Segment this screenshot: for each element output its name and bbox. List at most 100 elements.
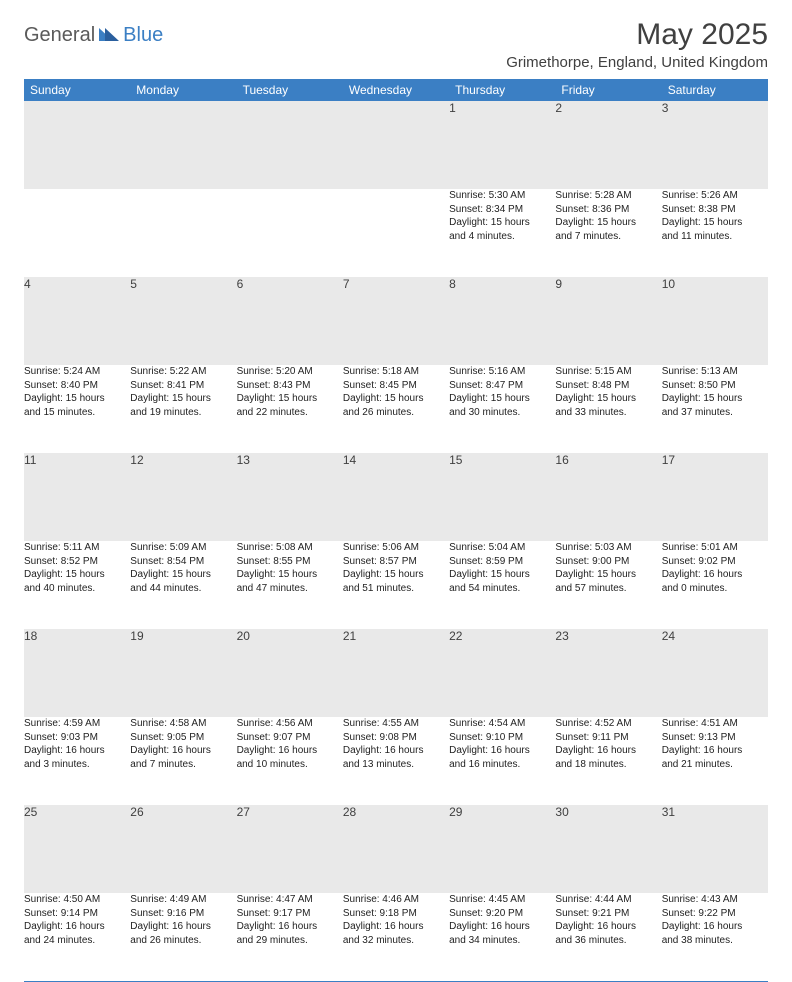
daylight-text-2: and 16 minutes. <box>449 758 555 772</box>
day-detail-cell: Sunrise: 5:26 AMSunset: 8:38 PMDaylight:… <box>662 189 768 277</box>
sunrise-text: Sunrise: 5:01 AM <box>662 541 768 555</box>
sunset-text: Sunset: 9:08 PM <box>343 731 449 745</box>
sunrise-text: Sunrise: 5:24 AM <box>24 365 130 379</box>
sunrise-text: Sunrise: 5:28 AM <box>555 189 661 203</box>
daylight-text: Daylight: 16 hours <box>555 744 661 758</box>
sunrise-text: Sunrise: 4:58 AM <box>130 717 236 731</box>
day-number-cell: 25 <box>24 805 130 893</box>
day-detail-cell: Sunrise: 4:56 AMSunset: 9:07 PMDaylight:… <box>237 717 343 805</box>
sunrise-text: Sunrise: 4:44 AM <box>555 893 661 907</box>
title-block: May 2025 Grimethorpe, England, United Ki… <box>506 18 768 71</box>
day-number-cell: 20 <box>237 629 343 717</box>
sunrise-text: Sunrise: 5:13 AM <box>662 365 768 379</box>
weekday-header: Wednesday <box>343 79 449 101</box>
sunset-text: Sunset: 8:48 PM <box>555 379 661 393</box>
daylight-text: Daylight: 16 hours <box>24 744 130 758</box>
sunset-text: Sunset: 9:14 PM <box>24 907 130 921</box>
sunrise-text: Sunrise: 4:55 AM <box>343 717 449 731</box>
daylight-text-2: and 11 minutes. <box>662 230 768 244</box>
month-title: May 2025 <box>506 18 768 52</box>
day-detail-cell: Sunrise: 5:08 AMSunset: 8:55 PMDaylight:… <box>237 541 343 629</box>
sunset-text: Sunset: 9:16 PM <box>130 907 236 921</box>
day-number-cell: 6 <box>237 277 343 365</box>
daylight-text: Daylight: 15 hours <box>555 568 661 582</box>
daylight-text: Daylight: 16 hours <box>130 920 236 934</box>
day-detail-cell: Sunrise: 5:30 AMSunset: 8:34 PMDaylight:… <box>449 189 555 277</box>
sunrise-text: Sunrise: 4:45 AM <box>449 893 555 907</box>
daylight-text: Daylight: 15 hours <box>343 568 449 582</box>
daylight-text-2: and 51 minutes. <box>343 582 449 596</box>
sunrise-text: Sunrise: 4:51 AM <box>662 717 768 731</box>
sunrise-text: Sunrise: 4:56 AM <box>237 717 343 731</box>
day-number-cell: 23 <box>555 629 661 717</box>
day-detail-cell: Sunrise: 4:59 AMSunset: 9:03 PMDaylight:… <box>24 717 130 805</box>
daylight-text-2: and 30 minutes. <box>449 406 555 420</box>
sunrise-text: Sunrise: 4:43 AM <box>662 893 768 907</box>
day-number-cell: 12 <box>130 453 236 541</box>
daylight-text-2: and 15 minutes. <box>24 406 130 420</box>
day-number-cell: 30 <box>555 805 661 893</box>
sunrise-text: Sunrise: 5:03 AM <box>555 541 661 555</box>
daylight-text: Daylight: 15 hours <box>130 568 236 582</box>
daylight-text: Daylight: 16 hours <box>343 920 449 934</box>
sunset-text: Sunset: 8:45 PM <box>343 379 449 393</box>
daylight-text: Daylight: 16 hours <box>237 920 343 934</box>
daylight-text: Daylight: 15 hours <box>343 392 449 406</box>
sunrise-text: Sunrise: 4:54 AM <box>449 717 555 731</box>
sunrise-text: Sunrise: 4:49 AM <box>130 893 236 907</box>
sunset-text: Sunset: 8:38 PM <box>662 203 768 217</box>
weekday-header: Thursday <box>449 79 555 101</box>
daylight-text: Daylight: 15 hours <box>662 216 768 230</box>
day-detail-cell: Sunrise: 4:46 AMSunset: 9:18 PMDaylight:… <box>343 893 449 981</box>
daylight-text-2: and 3 minutes. <box>24 758 130 772</box>
logo-text-general: General <box>24 24 95 47</box>
sunset-text: Sunset: 8:47 PM <box>449 379 555 393</box>
sunset-text: Sunset: 9:13 PM <box>662 731 768 745</box>
sunrise-text: Sunrise: 5:04 AM <box>449 541 555 555</box>
daylight-text-2: and 26 minutes. <box>130 934 236 948</box>
daylight-text: Daylight: 16 hours <box>662 744 768 758</box>
sunrise-text: Sunrise: 5:20 AM <box>237 365 343 379</box>
sunset-text: Sunset: 9:11 PM <box>555 731 661 745</box>
day-number-cell <box>343 101 449 189</box>
daylight-text-2: and 36 minutes. <box>555 934 661 948</box>
day-number-cell: 5 <box>130 277 236 365</box>
day-number-cell: 1 <box>449 101 555 189</box>
day-number-cell: 17 <box>662 453 768 541</box>
sunrise-text: Sunrise: 5:15 AM <box>555 365 661 379</box>
detail-row: Sunrise: 4:59 AMSunset: 9:03 PMDaylight:… <box>24 717 768 805</box>
sunset-text: Sunset: 8:54 PM <box>130 555 236 569</box>
day-number-cell: 22 <box>449 629 555 717</box>
location-text: Grimethorpe, England, United Kingdom <box>506 54 768 71</box>
calendar-table: Sunday Monday Tuesday Wednesday Thursday… <box>24 79 768 982</box>
daylight-text-2: and 0 minutes. <box>662 582 768 596</box>
sunset-text: Sunset: 9:05 PM <box>130 731 236 745</box>
logo-triangle-icon <box>99 25 121 46</box>
daylight-text: Daylight: 15 hours <box>662 392 768 406</box>
day-number-cell: 7 <box>343 277 449 365</box>
day-number-cell: 3 <box>662 101 768 189</box>
detail-row: Sunrise: 5:30 AMSunset: 8:34 PMDaylight:… <box>24 189 768 277</box>
sunrise-text: Sunrise: 5:18 AM <box>343 365 449 379</box>
sunrise-text: Sunrise: 4:46 AM <box>343 893 449 907</box>
sunset-text: Sunset: 9:21 PM <box>555 907 661 921</box>
weekday-header: Monday <box>130 79 236 101</box>
sunset-text: Sunset: 8:36 PM <box>555 203 661 217</box>
daylight-text-2: and 19 minutes. <box>130 406 236 420</box>
day-detail-cell: Sunrise: 4:49 AMSunset: 9:16 PMDaylight:… <box>130 893 236 981</box>
daylight-text-2: and 29 minutes. <box>237 934 343 948</box>
day-number-cell: 21 <box>343 629 449 717</box>
daylight-text: Daylight: 15 hours <box>237 392 343 406</box>
daynum-row: 18192021222324 <box>24 629 768 717</box>
day-number-cell: 15 <box>449 453 555 541</box>
sunrise-text: Sunrise: 5:08 AM <box>237 541 343 555</box>
sunrise-text: Sunrise: 5:26 AM <box>662 189 768 203</box>
day-detail-cell: Sunrise: 5:24 AMSunset: 8:40 PMDaylight:… <box>24 365 130 453</box>
daynum-row: 45678910 <box>24 277 768 365</box>
day-detail-cell: Sunrise: 4:50 AMSunset: 9:14 PMDaylight:… <box>24 893 130 981</box>
day-number-cell: 8 <box>449 277 555 365</box>
sunset-text: Sunset: 9:10 PM <box>449 731 555 745</box>
daylight-text-2: and 24 minutes. <box>24 934 130 948</box>
day-detail-cell: Sunrise: 4:44 AMSunset: 9:21 PMDaylight:… <box>555 893 661 981</box>
daylight-text-2: and 38 minutes. <box>662 934 768 948</box>
